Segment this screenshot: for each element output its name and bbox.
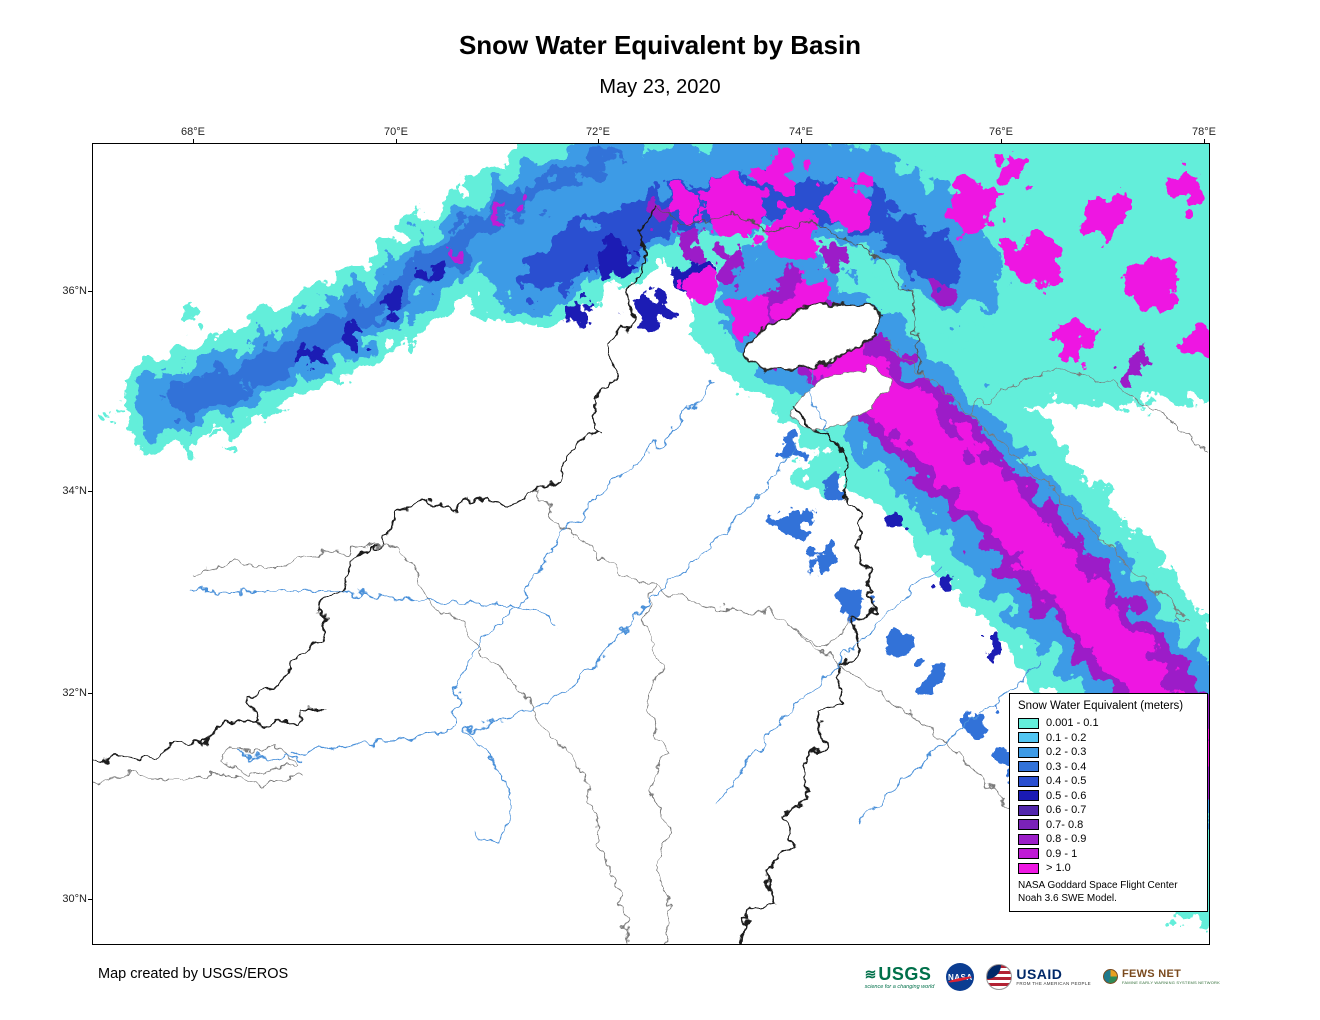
- usgs-tagline: science for a changing world: [864, 983, 935, 990]
- legend-swatch: [1018, 862, 1039, 874]
- legend-row: 0.1 - 0.2: [1018, 732, 1199, 744]
- legend-label: 0.6 - 0.7: [1046, 804, 1087, 816]
- legend-label: 0.1 - 0.2: [1046, 731, 1087, 744]
- fews-net-logo-text: FEWS NET: [1121, 968, 1182, 981]
- legend-row: 0.6 - 0.7: [1018, 804, 1199, 816]
- legend-swatch: [1018, 761, 1039, 772]
- rivers: [192, 364, 1040, 843]
- lon-label: 68°E: [181, 126, 205, 138]
- usaid-flag-icon: [986, 964, 1013, 990]
- legend-swatch: [1018, 746, 1039, 758]
- lon-label: 78°E: [1192, 126, 1216, 138]
- legend-row: 0.7- 0.8: [1018, 819, 1199, 831]
- usaid-logo: USAID FROM THE AMERICAN PEOPLE: [986, 964, 1091, 990]
- legend-row: 0.4 - 0.5: [1018, 775, 1199, 787]
- legend-row: 0.2 - 0.3: [1018, 746, 1199, 758]
- legend-swatch: [1018, 790, 1039, 801]
- legend-label: 0.3 - 0.4: [1046, 760, 1087, 773]
- legend-source: NASA Goddard Space Flight Center Noah 3.…: [1018, 880, 1199, 905]
- page-subtitle: May 23, 2020: [599, 76, 721, 98]
- legend-swatch: [1018, 732, 1039, 743]
- legend-label: 0.5 - 0.6: [1046, 789, 1087, 802]
- legend-label: 0.2 - 0.3: [1046, 746, 1087, 758]
- fews-net-logo: FEWS NET FAMINE EARLY WARNING SYSTEMS NE…: [1102, 969, 1220, 985]
- legend-label: 0.8 - 0.9: [1046, 833, 1087, 845]
- legend-label: 0.001 - 0.1: [1046, 717, 1099, 729]
- globe-icon: [1102, 969, 1118, 985]
- lon-label: 76°E: [989, 126, 1013, 138]
- legend-swatch: [1018, 804, 1039, 816]
- legend-source-line: NASA Goddard Space Flight Center: [1018, 880, 1178, 891]
- basin-boundaries: [93, 205, 1209, 944]
- lon-tick: [193, 139, 194, 144]
- legend-row: 0.9 - 1: [1018, 848, 1199, 860]
- legend-swatch: [1018, 848, 1039, 859]
- nasa-logo: NASA: [946, 963, 975, 991]
- legend-row: 0.3 - 0.4: [1018, 761, 1199, 773]
- map-credit: Map created by USGS/EROS: [98, 966, 289, 982]
- lon-tick: [396, 139, 397, 144]
- lat-label: 34°N: [62, 485, 87, 497]
- legend-swatch: [1018, 775, 1039, 787]
- lat-label: 30°N: [62, 893, 87, 905]
- lat-tick: [88, 491, 93, 492]
- legend-row: 0.8 - 0.9: [1018, 833, 1199, 845]
- usaid-flag-canton: [987, 965, 1002, 979]
- lon-label: 70°E: [384, 126, 408, 138]
- legend-row: 0.5 - 0.6: [1018, 790, 1199, 802]
- lon-tick: [1204, 139, 1205, 144]
- lat-tick: [88, 291, 93, 292]
- usgs-logo-text: USGS: [878, 963, 932, 984]
- legend-swatch: [1018, 819, 1039, 830]
- usaid-logo-textcol: USAID FROM THE AMERICAN PEOPLE: [1016, 967, 1091, 986]
- legend-source-line: Noah 3.6 SWE Model.: [1018, 892, 1117, 904]
- legend: Snow Water Equivalent (meters) 0.001 - 0…: [1009, 693, 1208, 912]
- legend-row: > 1.0: [1018, 862, 1199, 874]
- lat-tick: [88, 693, 93, 694]
- usaid-tagline: FROM THE AMERICAN PEOPLE: [1016, 980, 1091, 986]
- footer-logos: ≋ USGS science for a changing world NASA…: [865, 963, 1220, 991]
- usgs-logo: ≋ USGS science for a changing world: [865, 965, 935, 990]
- lon-label: 72°E: [586, 126, 610, 138]
- lon-tick: [801, 139, 802, 144]
- lat-label: 32°N: [62, 687, 87, 699]
- legend-row: 0.001 - 0.1: [1018, 717, 1199, 729]
- legend-label: 0.7- 0.8: [1046, 818, 1084, 831]
- usgs-logo-top: ≋ USGS: [865, 965, 932, 983]
- fews-net-textcol: FEWS NET FAMINE EARLY WARNING SYSTEMS NE…: [1122, 969, 1220, 985]
- map-frame: 68°E 70°E 72°E 74°E 76°E 78°E 36°N 34°N …: [62, 126, 1216, 945]
- lon-tick: [598, 139, 599, 144]
- lat-label: 36°N: [62, 285, 87, 297]
- legend-title: Snow Water Equivalent (meters): [1018, 700, 1184, 712]
- lon-label: 74°E: [789, 126, 813, 138]
- page-title: Snow Water Equivalent by Basin: [458, 30, 862, 60]
- legend-swatch: [1018, 717, 1039, 729]
- legend-label: 0.9 - 1: [1046, 847, 1078, 860]
- legend-label: 0.4 - 0.5: [1046, 775, 1087, 787]
- lon-tick: [1001, 139, 1002, 144]
- usgs-wave-icon: ≋: [864, 965, 877, 982]
- nasa-logo-text: NASA: [947, 972, 973, 982]
- legend-swatch: [1018, 833, 1039, 845]
- fews-net-tagline: FAMINE EARLY WARNING SYSTEMS NETWORK: [1121, 979, 1220, 985]
- usaid-logo-text: USAID: [1016, 966, 1063, 983]
- legend-label: > 1.0: [1046, 862, 1071, 874]
- lat-tick: [88, 899, 93, 900]
